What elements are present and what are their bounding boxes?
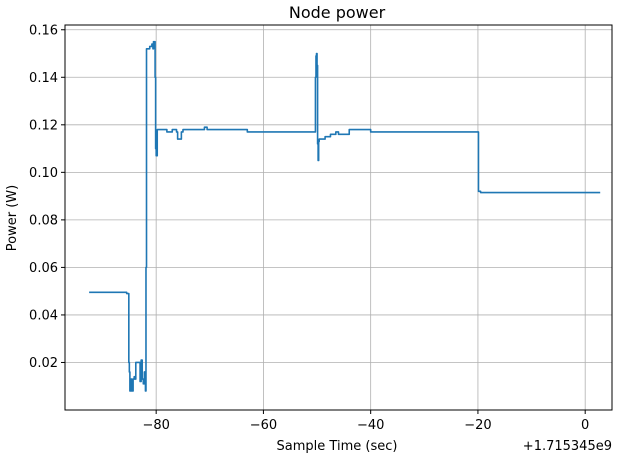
series-line-layer — [89, 40, 601, 392]
x-tick-label: −80 — [142, 418, 169, 433]
y-tick-label: 0.02 — [29, 356, 58, 371]
x-axis-label: Sample Time (sec) — [277, 439, 398, 454]
y-axis-ticks: 0.02 0.04 0.06 0.08 0.10 0.12 0.14 0.16 — [29, 23, 65, 371]
y-tick-label: 0.10 — [29, 166, 58, 181]
x-tick-label: −20 — [464, 418, 491, 433]
chart-title: Node power — [289, 3, 386, 22]
y-tick-label: 0.14 — [29, 71, 58, 86]
x-tick-label: −40 — [357, 418, 384, 433]
x-axis-ticks: −80 −60 −40 −20 0 — [142, 410, 589, 433]
x-tick-label: −60 — [250, 418, 277, 433]
y-tick-label: 0.12 — [29, 118, 58, 133]
x-axis-offset-label: +1.715345e9 — [523, 439, 612, 454]
y-tick-label: 0.16 — [29, 23, 58, 38]
y-tick-label: 0.08 — [29, 213, 58, 228]
y-axis-label: Power (W) — [5, 185, 20, 251]
y-tick-label: 0.06 — [29, 261, 58, 276]
y-tick-label: 0.04 — [29, 308, 58, 323]
series-line-0 — [89, 40, 601, 392]
x-tick-label: 0 — [581, 418, 589, 433]
plot-frame — [64, 24, 613, 411]
